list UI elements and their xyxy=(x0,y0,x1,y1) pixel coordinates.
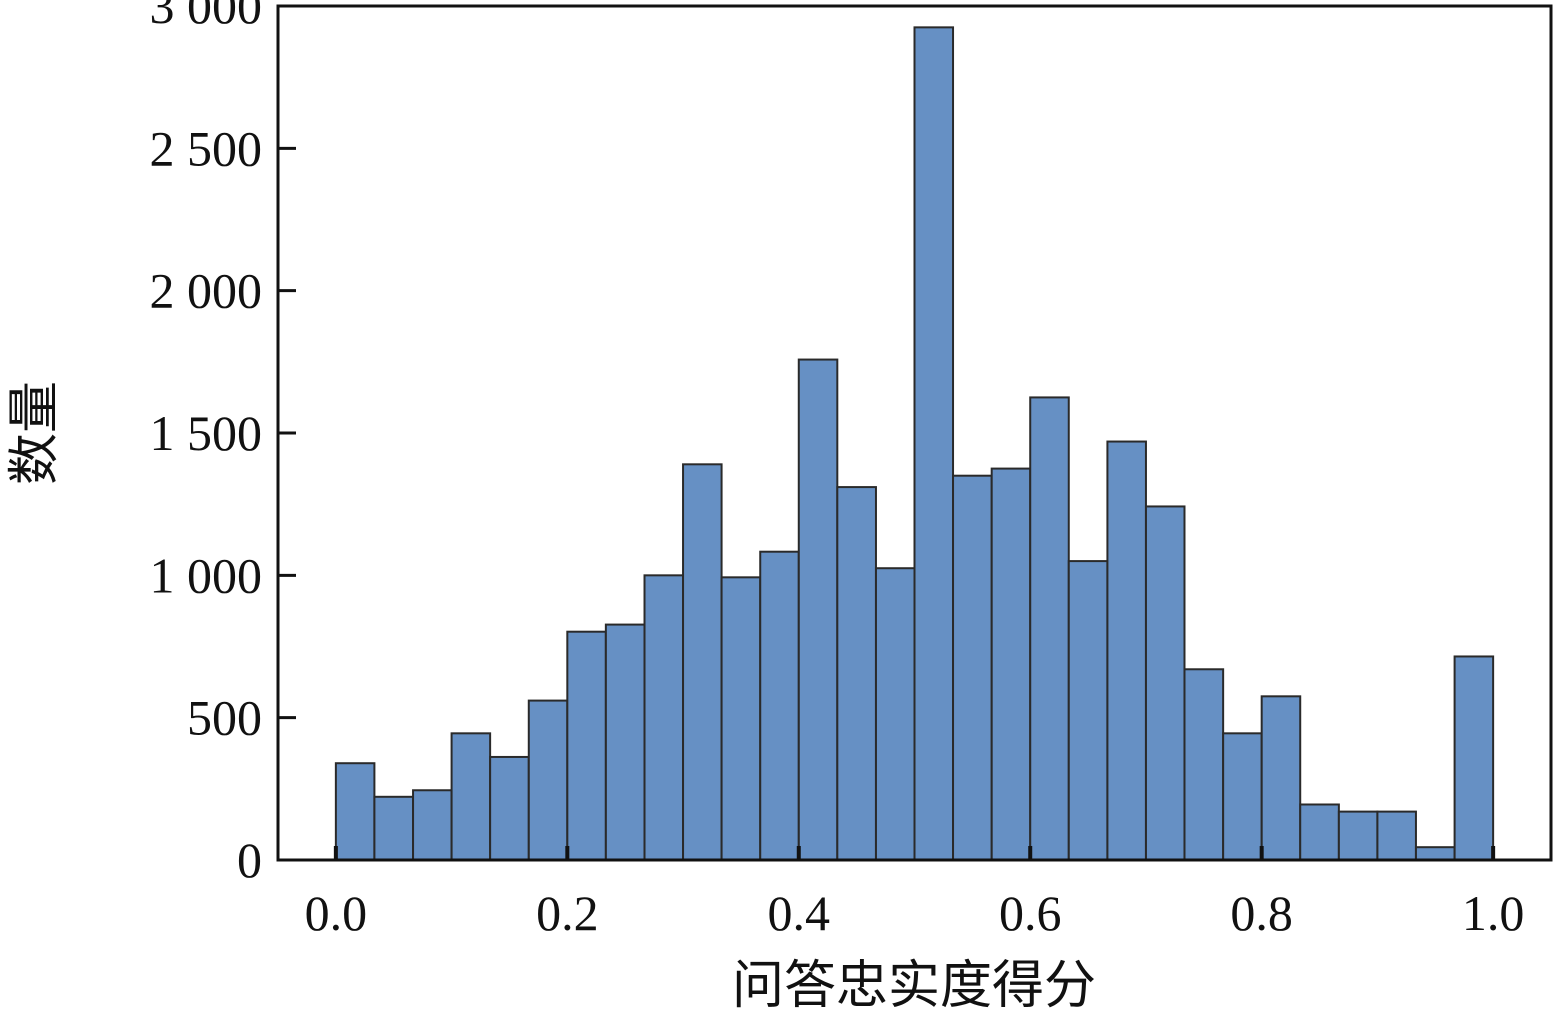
x-tick-label: 0.4 xyxy=(768,885,831,941)
histogram-bar xyxy=(1337,810,1379,862)
histogram-bar xyxy=(797,358,839,861)
x-tick-label: 0.8 xyxy=(1230,885,1293,941)
y-tick-label: 2 500 xyxy=(150,120,263,176)
bars-layer xyxy=(334,26,1495,862)
histogram-bar xyxy=(489,755,530,862)
histogram-bar xyxy=(1222,732,1263,861)
histogram-bar xyxy=(1183,668,1225,861)
histogram-bar xyxy=(720,576,762,861)
histogram-bar xyxy=(682,463,723,861)
histogram-bar xyxy=(1144,505,1186,861)
plot-frame xyxy=(276,4,1553,862)
histogram-bar xyxy=(373,795,415,862)
histogram-bar xyxy=(643,574,685,861)
histogram-bar xyxy=(412,789,453,861)
y-tick-label: 3 000 xyxy=(150,0,263,34)
x-tick-label: 0.0 xyxy=(305,885,368,941)
histogram-bar xyxy=(913,26,955,862)
x-tick-label: 1.0 xyxy=(1462,885,1525,941)
histogram-bar xyxy=(527,699,569,861)
histogram-bar xyxy=(759,550,800,861)
y-tick-label: 2 000 xyxy=(150,263,263,319)
histogram-bar xyxy=(334,762,376,861)
histogram-bar xyxy=(604,623,646,862)
y-tick-label: 500 xyxy=(187,690,262,746)
y-tick-label: 1 500 xyxy=(150,405,263,461)
histogram-bar xyxy=(1106,440,1147,861)
histogram-bar xyxy=(1453,655,1495,861)
x-axis-label: 问答忠实度得分 xyxy=(732,958,1096,1013)
histogram-bar xyxy=(874,567,916,861)
histogram-bar xyxy=(1260,695,1302,861)
histogram-bar xyxy=(566,630,607,861)
histogram-bar xyxy=(1029,396,1070,861)
histogram-bar xyxy=(836,486,877,861)
histogram-bar xyxy=(990,467,1032,861)
x-tick-label: 0.2 xyxy=(536,885,599,941)
y-tick-label: 0 xyxy=(237,832,262,888)
histogram-bar xyxy=(952,474,993,861)
histogram-bar xyxy=(1376,810,1417,862)
histogram-bar xyxy=(1299,803,1340,861)
x-tick-label: 0.6 xyxy=(999,885,1062,941)
histogram-bar xyxy=(1414,846,1456,862)
histogram-bar xyxy=(1067,560,1109,861)
y-axis-label: 数量 xyxy=(7,381,64,485)
ticks-layer: 0 500 1 000 1 500 2 000 2 500 3 000 0.0 0.2 0.4 0.… xyxy=(150,0,1525,941)
y-tick-label: 1 000 xyxy=(150,547,263,603)
histogram-bar xyxy=(450,732,492,861)
